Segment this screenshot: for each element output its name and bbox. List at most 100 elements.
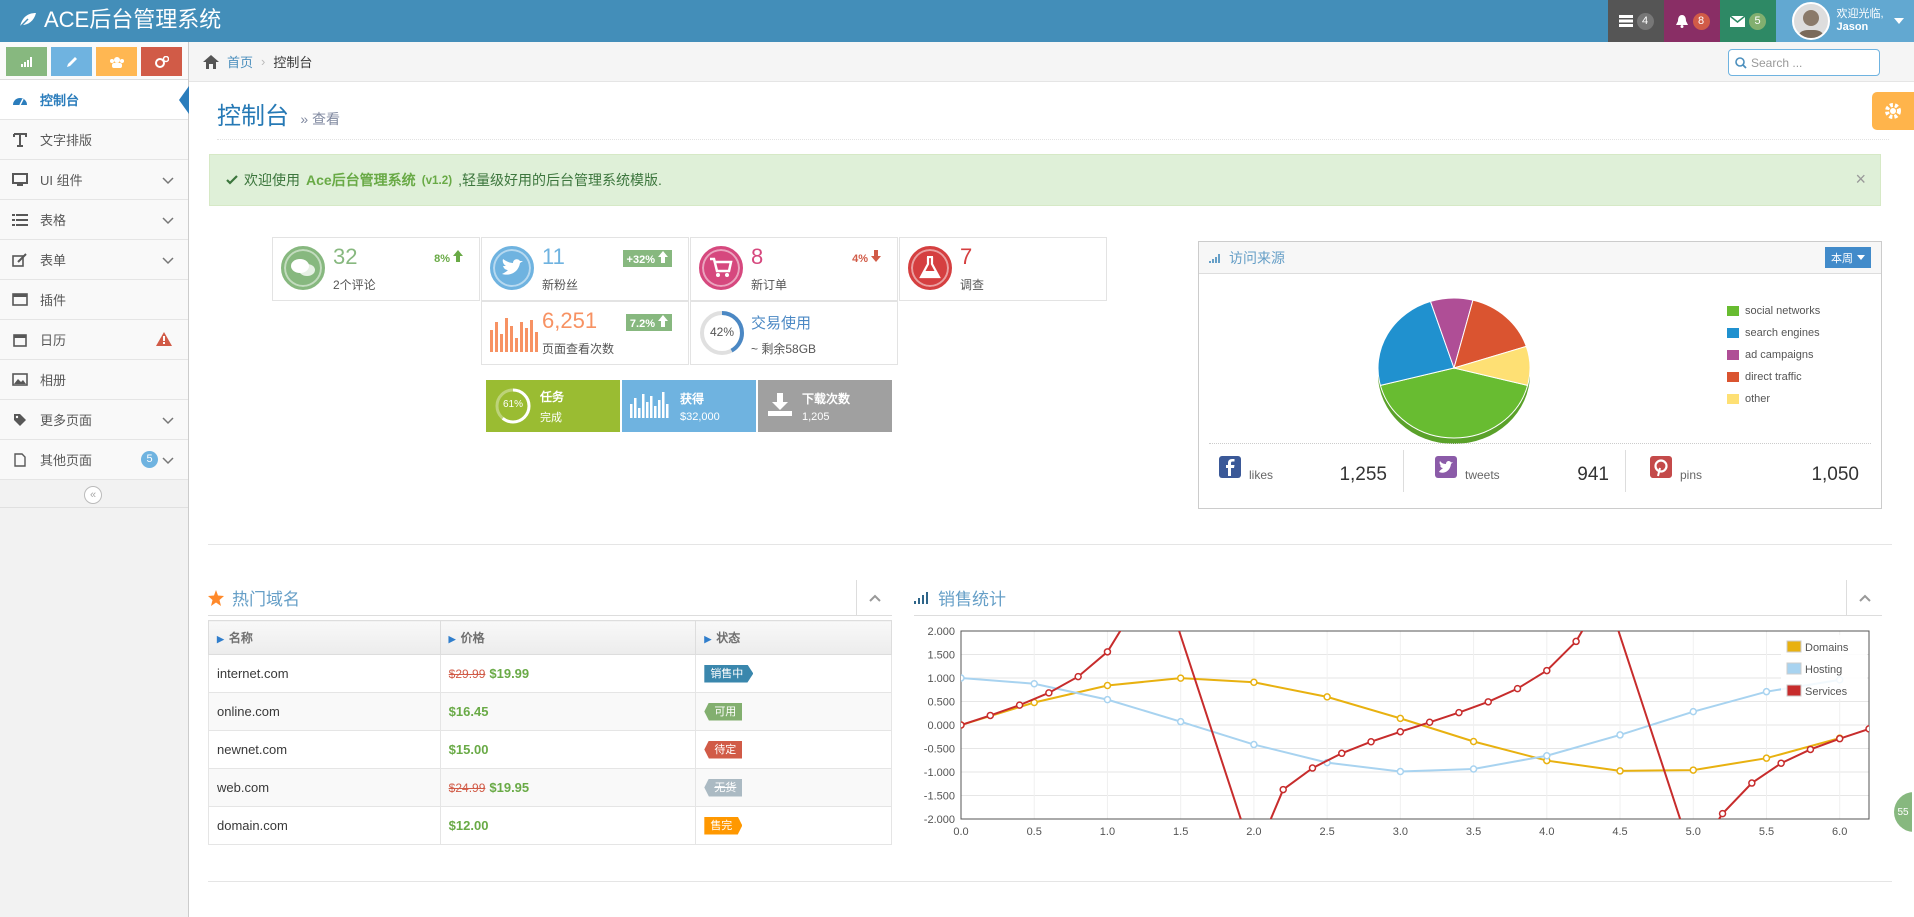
data-point-services[interactable] [1103,648,1112,656]
file-icon [10,452,30,467]
tasks-button[interactable]: 4 [1608,0,1664,42]
sidebar-item-edit[interactable]: 表单 [0,240,188,280]
data-point-services[interactable] [1074,672,1082,681]
data-point-services[interactable] [1308,764,1317,772]
sidebar-item-desktop[interactable]: UI 组件 [0,160,188,200]
shortcut-settings-button[interactable] [141,47,182,76]
pie-slice-other[interactable] [1452,345,1531,387]
stat-button-text: 获得 $32,000 [680,390,720,423]
data-point-services[interactable] [1338,749,1346,758]
data-point-services[interactable] [1396,727,1405,736]
user-name: Jason [1836,21,1869,33]
pie-slice-social-networks[interactable] [1379,367,1529,439]
data-point-domains[interactable] [1762,754,1771,762]
data-point-domains[interactable] [1323,693,1331,701]
pie-slice-search-engines[interactable] [1377,300,1455,387]
data-point-domains[interactable] [1616,767,1624,775]
shortcut-users-button[interactable] [96,47,137,76]
data-point-services[interactable] [1865,725,1872,733]
data-point-domains[interactable] [1396,714,1405,723]
plot-area [958,631,1872,819]
data-point-services[interactable] [986,711,995,720]
sidebar-item-file[interactable]: 其他页面 5 [0,440,188,480]
data-point-hosting[interactable] [1030,679,1038,688]
user-menu[interactable]: 欢迎光临, Jason [1776,0,1914,42]
x-tick-label: 3.0 [1393,826,1408,838]
data-point-domains[interactable] [1103,681,1112,690]
data-point-services[interactable] [1718,809,1727,818]
data-point-services[interactable] [1045,689,1053,697]
settings-toggle-button[interactable] [1872,92,1914,130]
data-point-services[interactable] [1455,708,1463,717]
data-point-hosting[interactable] [1543,751,1551,760]
notifications-button[interactable]: 8 [1664,0,1720,42]
data-point-services[interactable] [1513,684,1522,693]
data-point-hosting[interactable] [1176,717,1185,726]
alert-close-button[interactable]: × [1855,169,1866,189]
data-point-services[interactable] [1367,737,1375,746]
sidebar-collapse-button[interactable]: « [84,486,102,504]
caret-right-icon: ▶ [217,634,224,644]
domains-collapse-button[interactable] [856,580,892,616]
breadcrumb-home-link[interactable]: 首页 [227,55,254,70]
shortcut-edit-button[interactable] [51,47,92,76]
data-point-hosting[interactable] [1103,695,1112,704]
x-tick-label: 4.0 [1539,826,1554,838]
sparkline-bar [490,330,493,352]
social-label: likes [1249,468,1274,482]
stat-button-earnings[interactable]: 获得 $32,000 [622,380,756,432]
x-tick-label: 6.0 [1832,826,1847,838]
data-point-hosting[interactable] [1250,740,1258,749]
sidebar-item-window[interactable]: 插件 [0,280,188,320]
data-point-hosting[interactable] [958,674,965,682]
legend-label: social networks [1745,305,1821,317]
sidebar-item-tag[interactable]: 更多页面 [0,400,188,440]
data-point-hosting[interactable] [1396,767,1405,776]
sidebar-item-label: 更多页面 [40,413,93,428]
sales-collapse-button[interactable] [1846,580,1882,616]
brand[interactable]: ACE后台管理系统 [18,6,221,34]
sidebar-item-calendar[interactable]: 日历 [0,320,188,360]
stat-button-sub: 1,205 [802,410,830,423]
data-point-services[interactable] [1279,785,1287,794]
data-point-services[interactable] [1572,637,1580,646]
search-input[interactable]: Search ... [1728,49,1880,76]
sparkline-bar [515,338,518,352]
data-point-services[interactable] [1777,759,1785,767]
infobox-stat-value: +32% [626,254,655,266]
data-point-domains[interactable] [1250,678,1258,687]
data-point-hosting[interactable] [1762,687,1771,696]
column-header[interactable]: ▶ 状态 [695,620,892,655]
data-point-services[interactable] [1835,734,1844,743]
data-point-domains[interactable] [1176,674,1185,682]
sidebar-item-picture[interactable]: 相册 [0,360,188,400]
sidebar-item-list[interactable]: 表格 [0,200,188,240]
data-point-services[interactable] [958,721,965,729]
period-dropdown[interactable]: 本周 [1825,247,1871,268]
stat-button-downloads[interactable]: 下载次数 1,205 [758,380,892,432]
stat-button-tasks[interactable]: 61% 任务 完成 [486,380,620,432]
data-point-services[interactable] [1484,698,1492,706]
data-point-hosting[interactable] [1469,765,1478,773]
data-point-hosting[interactable] [1616,731,1624,739]
data-point-domains[interactable] [1469,737,1478,746]
shortcut-stats-button[interactable] [6,47,47,76]
data-point-services[interactable] [1015,701,1024,709]
data-point-hosting[interactable] [1689,707,1698,716]
legend-swatch [1786,662,1802,675]
infobox-label: 新订单 [751,278,788,292]
signal-icon [914,591,928,604]
data-point-services[interactable] [1543,666,1551,675]
messages-button[interactable]: 5 [1720,0,1776,42]
sidebar-item-text[interactable]: 文字排版 [0,120,188,160]
column-header[interactable]: ▶ 名称 [208,620,441,655]
data-point-domains[interactable] [1689,766,1698,774]
data-point-services[interactable] [1748,779,1756,787]
pie-slice-direct-traffic[interactable] [1453,299,1527,369]
data-point-services[interactable] [1425,718,1434,727]
legend-label: ad campaigns [1745,349,1814,361]
infobox-number: 交易使用 [751,315,812,332]
column-header[interactable]: ▶ 价格 [439,620,697,655]
data-point-services[interactable] [1806,745,1815,754]
sidebar-item-dashboard[interactable]: 控制台 [0,80,189,120]
